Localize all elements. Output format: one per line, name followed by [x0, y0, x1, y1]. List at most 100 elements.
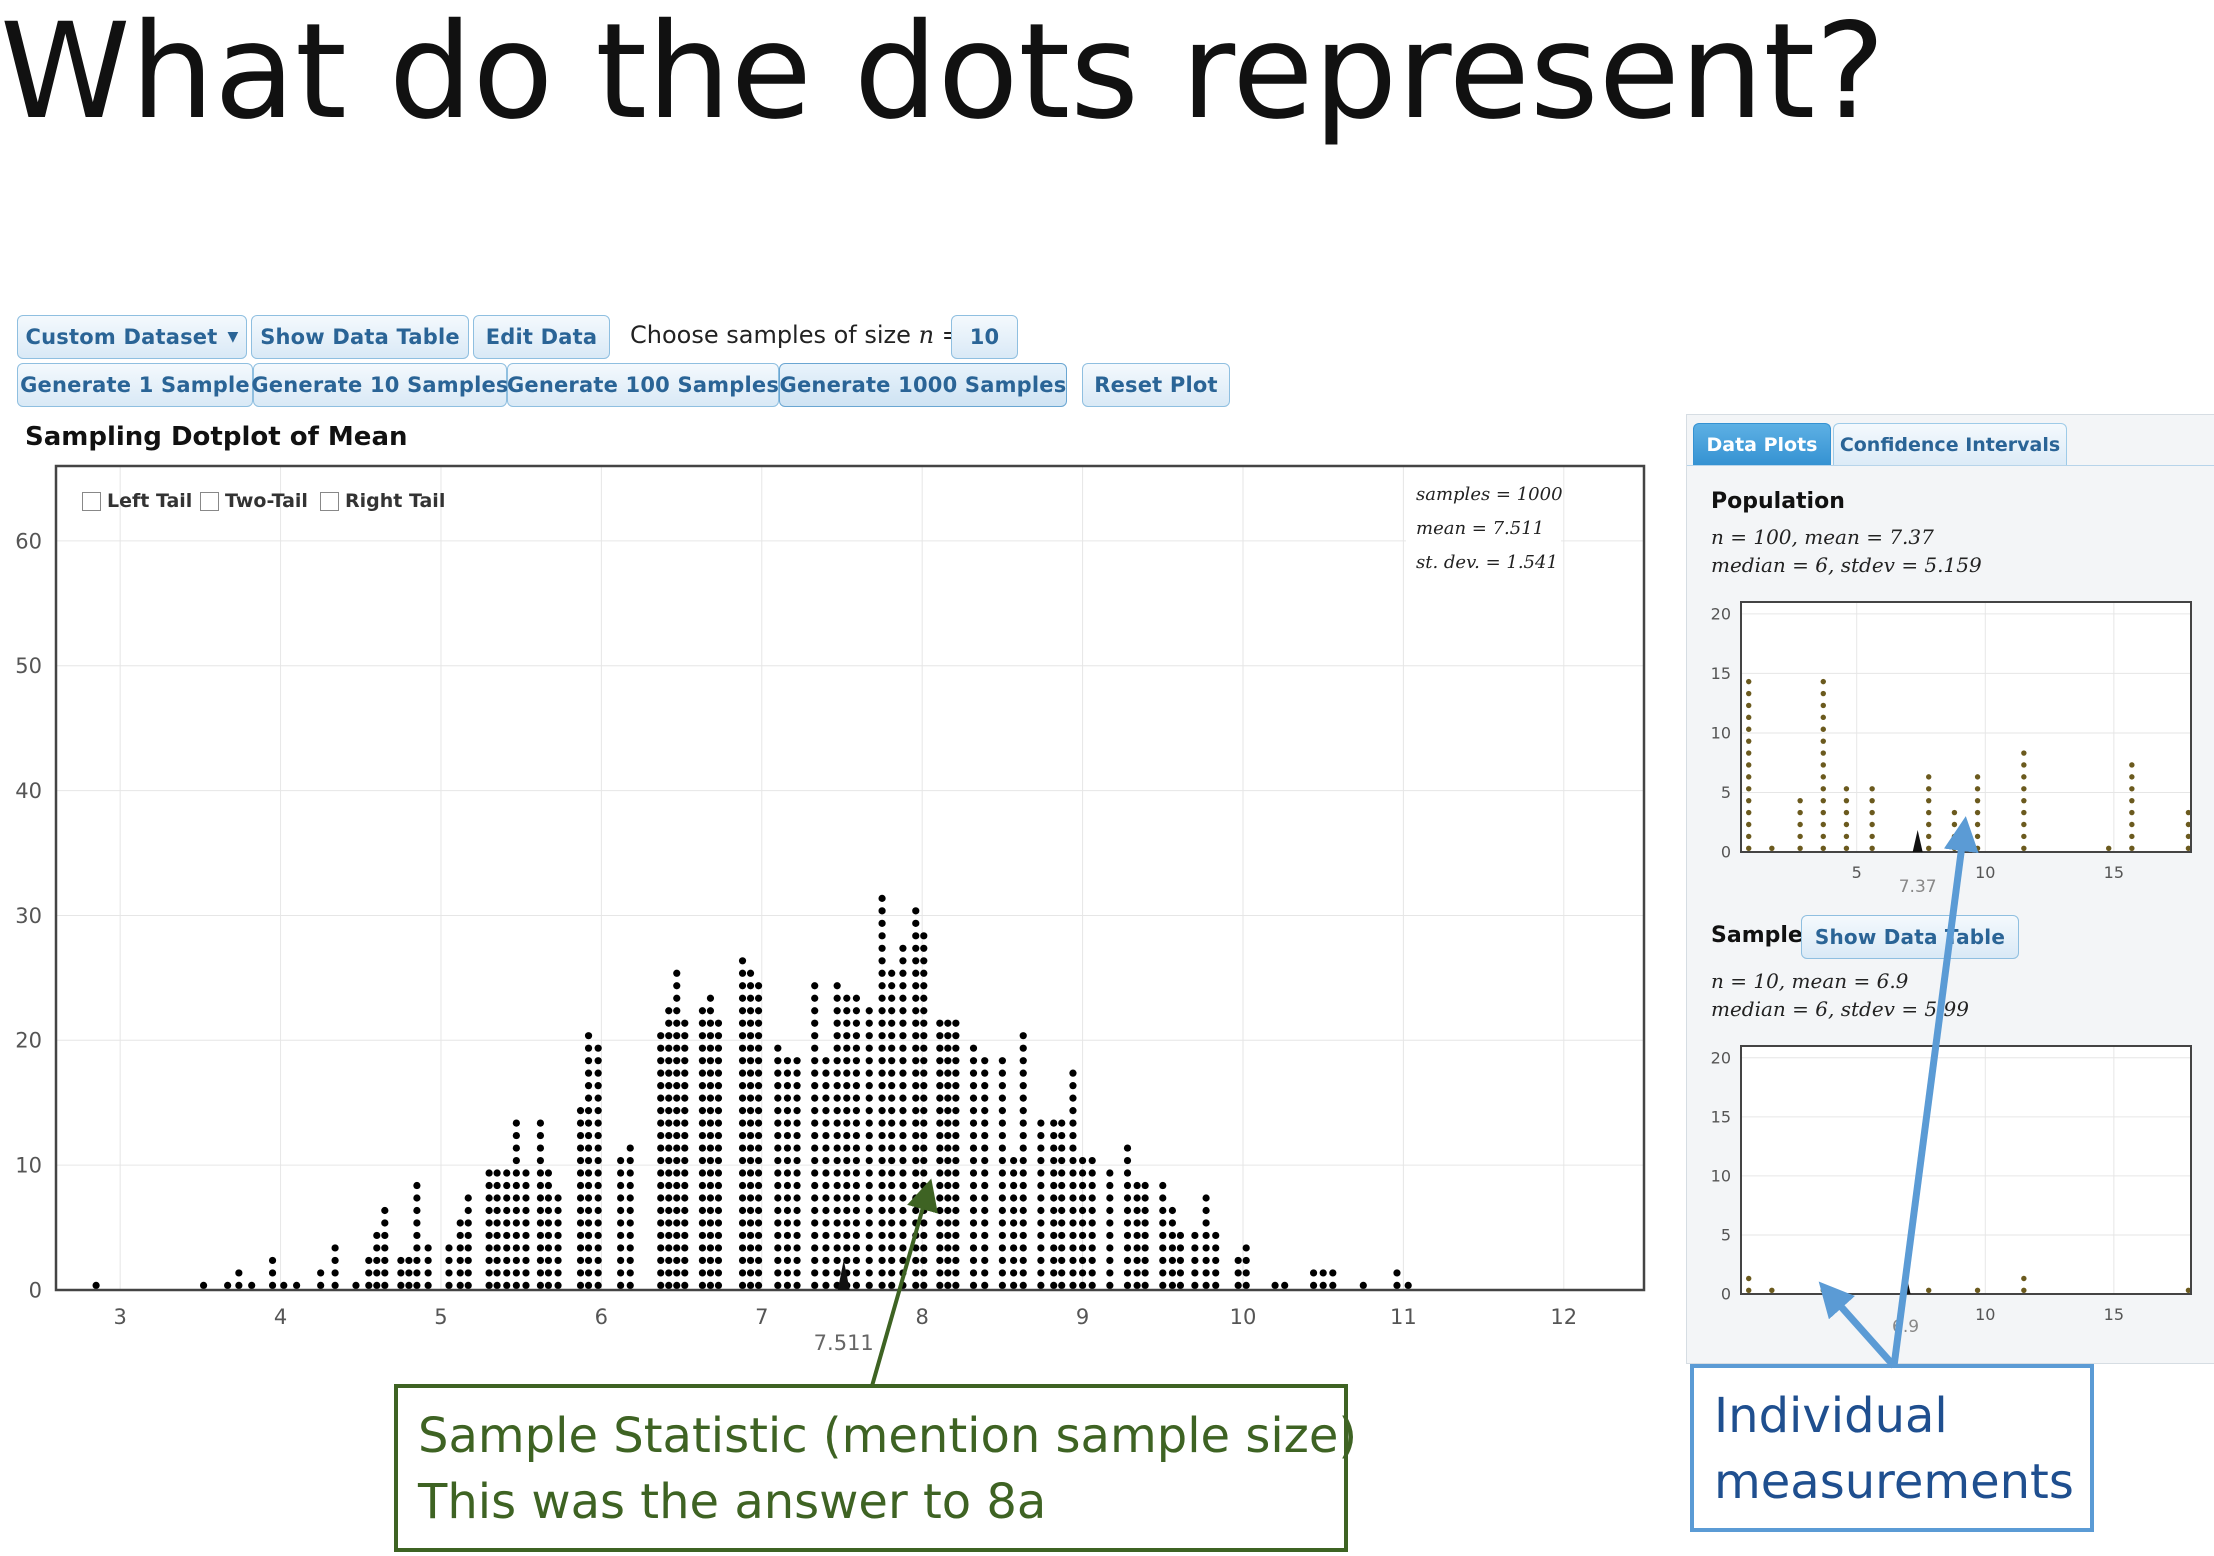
- two-tail-option[interactable]: Two-Tail: [200, 490, 308, 512]
- data-dot: [944, 1181, 952, 1190]
- data-dot: [681, 1169, 689, 1177]
- data-dot: [952, 1156, 960, 1165]
- generate-100-samples-button[interactable]: Generate 100 Samples: [507, 363, 779, 407]
- data-dot: [952, 1019, 960, 1027]
- edit-data-button[interactable]: Edit Data: [473, 315, 610, 359]
- data-dot: [878, 944, 886, 952]
- data-dot: [1869, 797, 1875, 804]
- data-dot: [969, 1069, 978, 1077]
- data-dot: [1123, 1144, 1132, 1152]
- data-dot: [1746, 774, 1752, 780]
- dotplot-stats-box: samples = 1000 mean = 7.511 st. dev. = 1…: [1406, 476, 1563, 584]
- data-dot: [594, 1119, 602, 1127]
- data-dot: [1869, 845, 1875, 851]
- data-dot: [936, 1256, 944, 1265]
- data-dot: [373, 1281, 381, 1289]
- sample-show-data-table-button[interactable]: Show Data Table: [1801, 915, 2019, 959]
- data-dot: [774, 1231, 782, 1240]
- data-dot: [774, 1206, 782, 1215]
- mean-marker-triangle: [837, 1260, 850, 1290]
- data-dot: [944, 1231, 952, 1240]
- data-dot: [1820, 678, 1826, 685]
- data-dot: [706, 1107, 715, 1115]
- data-dot: [912, 1256, 920, 1265]
- data-dot: [811, 994, 819, 1002]
- data-dot: [936, 1119, 944, 1127]
- data-dot: [952, 1206, 960, 1215]
- data-dot: [865, 1107, 873, 1115]
- data-dot: [852, 1244, 861, 1252]
- data-dot: [754, 982, 763, 990]
- data-dot: [899, 1219, 907, 1227]
- data-dot: [512, 1119, 520, 1127]
- left-tail-option[interactable]: Left Tail: [82, 490, 192, 512]
- data-dot: [665, 1281, 673, 1289]
- generate-1-sample-button[interactable]: Generate 1 Sample: [17, 363, 253, 407]
- data-dot: [738, 957, 747, 965]
- tab-confidence-intervals[interactable]: Confidence Intervals: [1833, 423, 2067, 465]
- data-dot: [199, 1281, 208, 1289]
- data-dot: [698, 1244, 707, 1252]
- data-dot: [714, 1032, 723, 1040]
- data-dot: [493, 1231, 501, 1240]
- custom-dataset-button[interactable]: Custom Dataset ▼: [17, 315, 247, 359]
- generate-10-samples-button[interactable]: Generate 10 Samples: [251, 363, 508, 407]
- individual-measurements-callout: Individual measurements: [1690, 1364, 2094, 1532]
- data-dot: [576, 1181, 585, 1190]
- y-tick-label: 10: [1711, 724, 1731, 743]
- data-dot: [365, 1269, 373, 1277]
- reset-plot-button[interactable]: Reset Plot: [1082, 363, 1230, 407]
- data-dot: [998, 1256, 1006, 1265]
- data-dot: [698, 1119, 707, 1127]
- data-dot: [576, 1244, 585, 1252]
- show-data-table-button[interactable]: Show Data Table: [251, 315, 469, 359]
- data-dot: [912, 1082, 920, 1090]
- data-dot: [617, 1219, 625, 1227]
- data-dot: [865, 1019, 873, 1027]
- data-dot: [522, 1269, 530, 1277]
- data-dot: [746, 982, 755, 990]
- data-dot: [944, 1269, 952, 1277]
- data-dot: [811, 1194, 819, 1202]
- data-dot: [617, 1194, 625, 1202]
- data-dot: [754, 1244, 763, 1252]
- sample-size-input[interactable]: 10: [951, 315, 1018, 359]
- data-dot: [888, 1181, 896, 1190]
- data-dot: [1820, 738, 1826, 744]
- data-dot: [920, 1219, 928, 1227]
- data-dot: [852, 1131, 861, 1140]
- data-dot: [706, 1219, 715, 1227]
- data-dot: [2129, 797, 2135, 804]
- data-dot: [811, 1206, 819, 1215]
- data-dot: [522, 1219, 530, 1227]
- data-dot: [584, 1269, 593, 1277]
- data-dot: [754, 1119, 763, 1127]
- data-dot: [952, 1032, 960, 1040]
- generate-1000-samples-button[interactable]: Generate 1000 Samples: [779, 363, 1067, 407]
- left-tail-checkbox[interactable]: [82, 491, 101, 511]
- data-dot: [793, 1169, 801, 1177]
- data-dot: [381, 1219, 389, 1227]
- two-tail-checkbox[interactable]: [200, 491, 219, 511]
- data-dot: [1769, 845, 1775, 851]
- data-dot: [594, 1131, 602, 1140]
- right-tail-option[interactable]: Right Tail: [320, 490, 445, 512]
- data-dot: [912, 1007, 920, 1015]
- data-dot: [811, 1219, 819, 1227]
- data-dot: [1019, 1131, 1027, 1140]
- data-dot: [1159, 1269, 1167, 1277]
- data-dot: [833, 1181, 841, 1190]
- data-dot: [657, 1206, 665, 1215]
- data-dot: [822, 1156, 830, 1165]
- population-mean-label: 7.37: [1899, 877, 1937, 897]
- data-dot: [92, 1281, 100, 1289]
- data-dot: [920, 1019, 928, 1027]
- tab-data-plots[interactable]: Data Plots: [1693, 423, 1831, 465]
- right-tail-checkbox[interactable]: [320, 491, 339, 511]
- data-dot: [522, 1244, 530, 1252]
- data-dot: [822, 1244, 830, 1252]
- data-dot: [1010, 1231, 1018, 1240]
- data-dot: [754, 1281, 763, 1289]
- data-dot: [738, 1144, 747, 1152]
- data-dot: [331, 1281, 339, 1289]
